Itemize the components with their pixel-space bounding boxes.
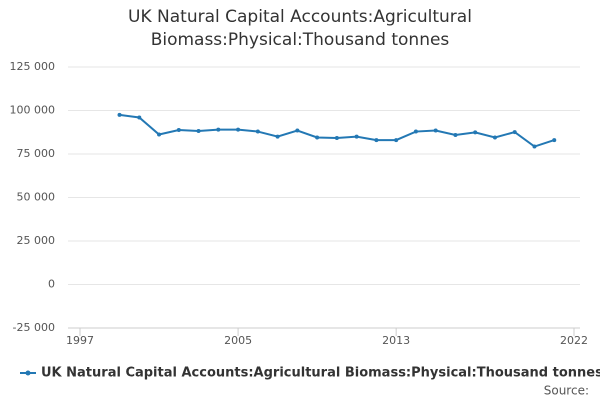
y-tick-label: 75 000 (17, 147, 56, 160)
y-tick-label: 125 000 (10, 60, 56, 73)
source: Source: (544, 384, 589, 398)
point (176, 127, 181, 132)
y-tick-label: 50 000 (17, 191, 56, 204)
point (453, 133, 458, 138)
point (413, 129, 418, 134)
point (295, 128, 300, 133)
point (137, 115, 142, 120)
point (334, 135, 339, 140)
series-line (119, 113, 555, 148)
y-tick-label: -25 000 (13, 321, 55, 334)
x-tick-label: 2013 (382, 334, 410, 347)
point (275, 134, 280, 139)
chart-title: UK Natural Capital Accounts:Agricultural… (128, 7, 472, 50)
legend-marker (25, 370, 31, 376)
point (394, 138, 399, 143)
point (512, 130, 517, 135)
x-tick-label: 2005 (224, 334, 252, 347)
point (532, 144, 537, 149)
point (117, 112, 122, 117)
point (236, 127, 241, 132)
point (216, 127, 221, 132)
point (255, 129, 260, 134)
point (433, 128, 438, 133)
point (374, 138, 379, 143)
point (315, 135, 320, 140)
point (492, 135, 497, 140)
legend-label: UK Natural Capital Accounts:Agricultural… (41, 366, 600, 381)
point (196, 129, 201, 134)
point (552, 138, 557, 143)
point (354, 134, 359, 139)
x-tick-label: 2022 (560, 334, 588, 347)
point (157, 132, 162, 137)
point (473, 130, 478, 135)
x-tick-label: 1997 (66, 334, 94, 347)
y-tick-label: 100 000 (10, 104, 56, 117)
y-tick-label: 0 (48, 278, 55, 291)
y-tick-label: 25 000 (17, 234, 56, 247)
